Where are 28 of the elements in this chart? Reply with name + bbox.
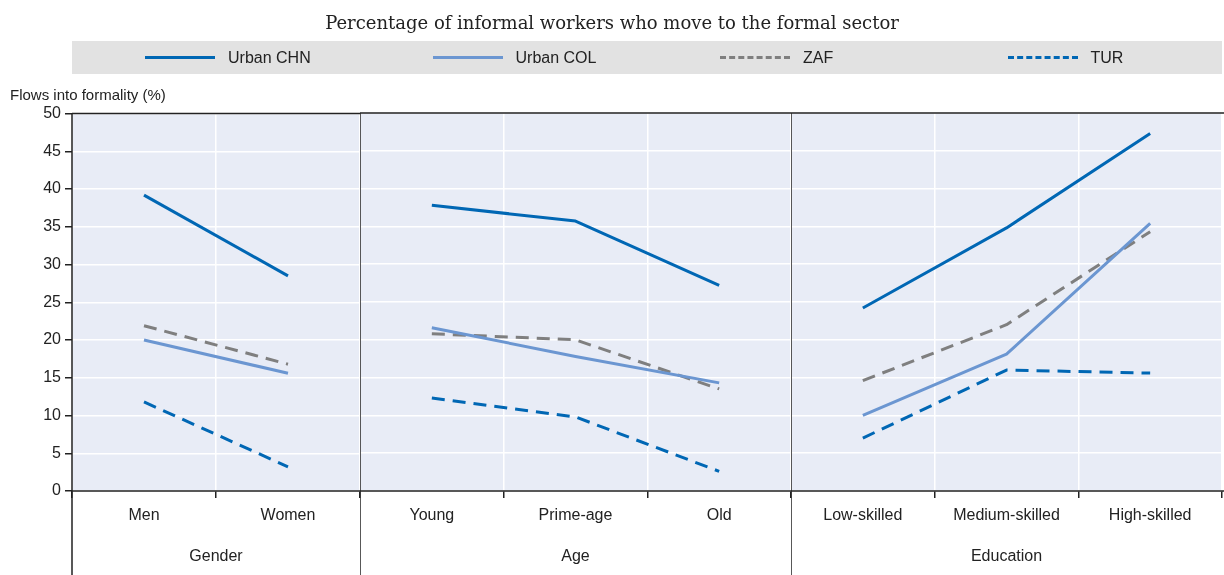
legend-label: Urban COL [515, 48, 597, 67]
y-tick-label: 15 [43, 368, 62, 386]
y-tick-label: 5 [52, 443, 62, 461]
y-tick-label: 35 [43, 217, 62, 235]
y-tick-label: 45 [43, 141, 62, 159]
legend-label: Urban CHN [228, 48, 311, 67]
x-tick-label: Men [128, 506, 160, 524]
x-tick-label: Prime-age [538, 506, 613, 524]
legend-label: TUR [1090, 48, 1124, 67]
x-axis-title: Age [561, 547, 590, 565]
x-tick-label: Medium-skilled [953, 506, 1060, 524]
x-tick-label: Women [260, 506, 316, 524]
x-tick-label: Young [409, 506, 455, 524]
legend-label: ZAF [803, 48, 834, 67]
y-tick-label: 10 [43, 405, 62, 423]
y-tick-label: 25 [43, 292, 62, 310]
x-tick-label: Low-skilled [823, 506, 903, 524]
x-tick-label: Old [706, 506, 732, 524]
y-tick-label: 50 [43, 104, 62, 122]
x-axis-title: Gender [189, 547, 244, 565]
y-tick-label: 20 [43, 330, 62, 348]
y-axis-title: Flows into formality (%) [10, 86, 166, 103]
x-axis-title: Education [970, 547, 1043, 565]
y-tick-label: 30 [43, 254, 62, 272]
y-tick-label: 40 [43, 179, 62, 197]
x-tick-label: High-skilled [1108, 506, 1192, 524]
y-tick-label: 0 [52, 481, 62, 499]
chart-subtitle: Percentage of informal workers who move to the formal sector [324, 12, 900, 33]
